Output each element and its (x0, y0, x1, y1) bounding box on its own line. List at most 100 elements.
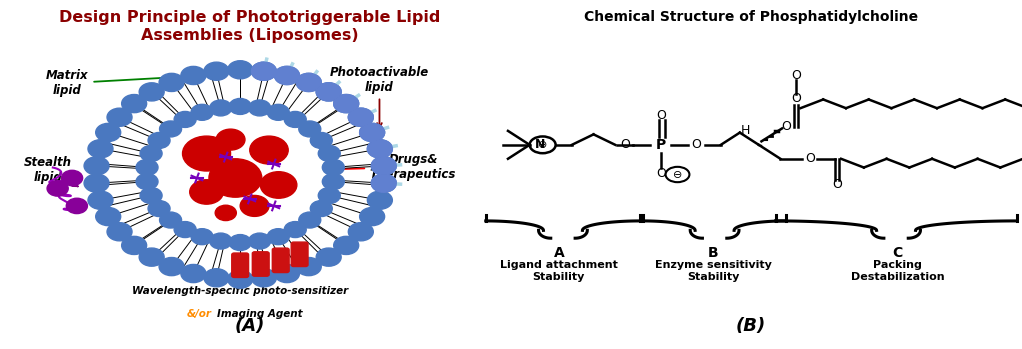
Circle shape (140, 187, 162, 203)
Text: &/or: &/or (187, 309, 212, 319)
Circle shape (217, 129, 245, 150)
Circle shape (322, 174, 344, 190)
Text: Matrix
lipid: Matrix lipid (46, 69, 178, 97)
Circle shape (275, 66, 299, 84)
Circle shape (191, 104, 213, 120)
Text: B: B (708, 246, 718, 260)
Circle shape (122, 236, 146, 254)
Circle shape (248, 233, 271, 249)
Text: A: A (554, 246, 564, 260)
Text: Wavelength-specific photo-sensitizer: Wavelength-specific photo-sensitizer (132, 286, 349, 296)
Circle shape (96, 208, 121, 226)
Circle shape (251, 62, 276, 80)
Circle shape (159, 73, 184, 91)
Circle shape (96, 123, 121, 141)
Circle shape (61, 170, 83, 186)
Text: $\ominus$: $\ominus$ (672, 169, 683, 180)
Circle shape (316, 83, 341, 101)
Circle shape (148, 133, 170, 148)
Text: Design Principle of Phototriggerable Lipid
Assemblies (Liposomes): Design Principle of Phototriggerable Lip… (59, 10, 440, 43)
Circle shape (275, 265, 299, 283)
Text: O: O (692, 138, 701, 151)
Circle shape (240, 195, 269, 216)
Circle shape (334, 236, 359, 254)
Circle shape (136, 174, 158, 190)
Text: Drugs&
Therapeutics: Drugs& Therapeutics (279, 153, 456, 181)
Circle shape (210, 233, 232, 249)
Text: Packing
Destabilization: Packing Destabilization (850, 260, 944, 282)
Text: Photoactivable
lipid: Photoactivable lipid (330, 66, 429, 128)
Circle shape (159, 121, 182, 137)
Circle shape (181, 66, 205, 84)
Circle shape (316, 83, 341, 101)
Circle shape (298, 121, 321, 137)
Circle shape (311, 201, 332, 216)
Text: O: O (791, 69, 801, 82)
Circle shape (47, 181, 68, 196)
Circle shape (204, 269, 229, 287)
Circle shape (284, 111, 307, 127)
Circle shape (349, 108, 373, 126)
Circle shape (140, 146, 162, 162)
Circle shape (84, 157, 109, 175)
Circle shape (367, 140, 392, 158)
Circle shape (296, 73, 321, 91)
Circle shape (367, 191, 392, 209)
Circle shape (322, 159, 344, 175)
Circle shape (183, 136, 231, 171)
Text: (B): (B) (736, 317, 766, 335)
Circle shape (334, 95, 359, 113)
Circle shape (248, 100, 271, 116)
Circle shape (318, 187, 340, 203)
Circle shape (191, 229, 213, 245)
Circle shape (296, 258, 321, 276)
Circle shape (174, 222, 196, 238)
Text: O: O (656, 109, 666, 122)
Circle shape (139, 83, 165, 101)
Circle shape (296, 73, 321, 91)
Circle shape (261, 172, 296, 198)
Circle shape (268, 104, 289, 120)
Text: N: N (535, 138, 545, 151)
Circle shape (371, 157, 397, 175)
Text: O: O (791, 92, 801, 105)
Text: Stealth
lipid: Stealth lipid (25, 156, 78, 186)
Circle shape (159, 212, 182, 228)
Circle shape (228, 270, 252, 288)
Circle shape (371, 174, 397, 192)
Text: (A): (A) (235, 317, 265, 335)
Circle shape (249, 136, 288, 164)
Circle shape (371, 174, 397, 192)
FancyBboxPatch shape (272, 248, 289, 273)
Circle shape (216, 205, 236, 221)
Circle shape (181, 265, 205, 283)
Circle shape (204, 62, 229, 80)
Circle shape (174, 111, 196, 127)
Circle shape (311, 133, 332, 148)
Text: O: O (620, 138, 630, 151)
Text: O: O (656, 167, 666, 180)
Circle shape (229, 98, 251, 114)
Circle shape (107, 108, 132, 126)
Circle shape (66, 198, 88, 214)
FancyBboxPatch shape (252, 252, 269, 276)
Circle shape (139, 248, 165, 266)
Circle shape (268, 229, 289, 245)
Circle shape (316, 248, 341, 266)
Circle shape (275, 66, 299, 84)
FancyBboxPatch shape (291, 242, 308, 267)
Text: Ligand attachment
Stability: Ligand attachment Stability (500, 260, 618, 282)
Circle shape (360, 123, 384, 141)
Circle shape (251, 62, 276, 80)
Text: Imaging Agent: Imaging Agent (217, 309, 303, 319)
Circle shape (136, 159, 158, 175)
Circle shape (88, 140, 113, 158)
Circle shape (88, 191, 113, 209)
Circle shape (318, 146, 340, 162)
Circle shape (349, 108, 373, 126)
Text: C: C (892, 246, 902, 260)
Text: O: O (832, 178, 842, 192)
Text: H: H (741, 124, 750, 138)
Circle shape (360, 208, 384, 226)
Circle shape (84, 174, 109, 192)
